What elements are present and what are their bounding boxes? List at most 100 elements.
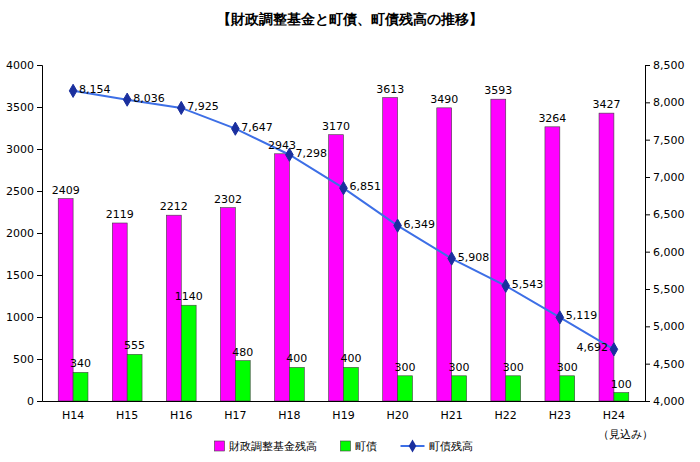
bar <box>614 393 629 401</box>
bar <box>506 376 521 401</box>
y2-tick: 4,000 <box>645 395 685 408</box>
y-tick-label: 4000 <box>6 59 34 72</box>
data-label: 8,154 <box>79 83 111 96</box>
y2-tick-label: 7,500 <box>653 134 685 147</box>
y2-axis-line <box>646 66 651 402</box>
x-tick: H15 <box>116 401 138 422</box>
marker <box>448 252 456 265</box>
y2-tick-label: 4,000 <box>653 395 685 408</box>
chart-svg: 【財政調整基金と町債、町債残高の推移】240921192212230229433… <box>0 0 700 462</box>
data-label: 6,349 <box>404 218 436 231</box>
y2-tick-mark <box>645 65 650 66</box>
x-tick: H20 <box>386 401 408 422</box>
marker <box>69 84 77 97</box>
x-tick-label: H21 <box>441 409 463 422</box>
legend-marker <box>409 439 417 452</box>
x-tick-label: H18 <box>278 409 300 422</box>
data-label: 3613 <box>376 83 404 96</box>
y2-tick-mark <box>645 102 650 103</box>
y-axis-line <box>37 66 43 402</box>
data-label: 3490 <box>430 93 458 106</box>
x-tick-label: H24 <box>603 409 625 422</box>
bar <box>344 367 359 401</box>
y-tick-label: 2500 <box>6 185 34 198</box>
x-axis: H14H15H16H17H18H19H20H21H22H23H24 <box>43 401 646 422</box>
data-label: 2943 <box>268 139 296 152</box>
x-tick-label: H23 <box>549 409 571 422</box>
marker <box>556 311 564 324</box>
y-tick-mark <box>37 149 42 150</box>
y-tick-label: 2000 <box>6 227 34 240</box>
data-label: 5,119 <box>566 309 598 322</box>
legend-item: 財政調整基金残高 <box>215 440 317 453</box>
chart-title: 【財政調整基金と町債、町債残高の推移】 <box>217 11 483 27</box>
bar <box>560 376 575 401</box>
bar <box>235 361 250 401</box>
data-label: 555 <box>124 339 145 352</box>
x-axis-line <box>43 401 646 402</box>
bar <box>127 354 142 401</box>
data-labels: 2409211922122302294331703613349035933264… <box>52 83 632 391</box>
y-tick: 0 <box>27 395 42 408</box>
y2-tick: 8,500 <box>645 59 685 72</box>
y2-tick-mark <box>645 289 650 290</box>
data-label: 300 <box>503 361 524 374</box>
y2-tick-label: 5,000 <box>653 320 685 333</box>
y-tick-label: 1000 <box>6 311 34 324</box>
bar <box>491 99 506 401</box>
legend-swatch <box>215 441 225 451</box>
legend: 財政調整基金残高町債町債残高 <box>215 439 473 453</box>
bar-series <box>58 98 614 401</box>
y-tick-label: 0 <box>27 395 34 408</box>
annotation: （見込み） <box>598 428 653 441</box>
y2-tick-mark <box>645 364 650 365</box>
y2-tick: 5,000 <box>645 320 685 333</box>
y-tick-mark <box>37 275 42 276</box>
marker <box>340 182 348 195</box>
legend-label: 財政調整基金残高 <box>229 440 317 453</box>
y-tick-label: 500 <box>13 353 34 366</box>
y2-tick-label: 8,500 <box>653 59 685 72</box>
y2-tick-mark <box>645 326 650 327</box>
y-tick-mark <box>37 359 42 360</box>
x-tick-label: H19 <box>332 409 354 422</box>
y-tick-mark <box>37 401 42 402</box>
data-label: 2212 <box>160 200 188 213</box>
marker <box>177 101 185 114</box>
data-label: 7,298 <box>295 147 327 160</box>
marker <box>502 279 510 292</box>
y-tick: 2000 <box>6 227 42 240</box>
data-label: 300 <box>449 361 470 374</box>
x-tick-label: H20 <box>386 409 408 422</box>
data-label: 2119 <box>106 208 134 221</box>
y2-tick: 6,500 <box>645 208 685 221</box>
bar <box>383 98 398 401</box>
data-label: 400 <box>286 352 307 365</box>
marker <box>123 93 131 106</box>
x-tick-label: H14 <box>62 409 84 422</box>
marker <box>394 219 402 232</box>
data-label: 1140 <box>175 290 203 303</box>
y-tick: 3000 <box>6 143 42 156</box>
y-tick: 4000 <box>6 59 42 72</box>
y-tick: 2500 <box>6 185 42 198</box>
y2-tick-mark <box>645 401 650 402</box>
y-tick-mark <box>37 65 42 66</box>
y2-tick: 4,500 <box>645 358 685 371</box>
y2-tick: 7,500 <box>645 134 685 147</box>
data-label: 2302 <box>214 193 242 206</box>
legend-swatch <box>341 441 351 451</box>
data-label: 5,908 <box>458 251 490 264</box>
legend-item: 町債残高 <box>401 439 473 453</box>
data-label: 6,851 <box>350 180 382 193</box>
data-label: 4,692 <box>576 341 608 354</box>
data-label: 480 <box>232 346 253 359</box>
bar <box>289 367 304 401</box>
y2-axis: 4,0004,5005,0005,5006,0006,5007,0007,500… <box>645 59 685 408</box>
x-tick-label: H16 <box>170 409 192 422</box>
x-tick: H21 <box>441 401 463 422</box>
bar <box>166 215 181 401</box>
legend-label: 町債残高 <box>429 440 473 453</box>
chart-container: 【財政調整基金と町債、町債残高の推移】240921192212230229433… <box>0 0 700 462</box>
y2-tick-label: 7,000 <box>653 171 685 184</box>
